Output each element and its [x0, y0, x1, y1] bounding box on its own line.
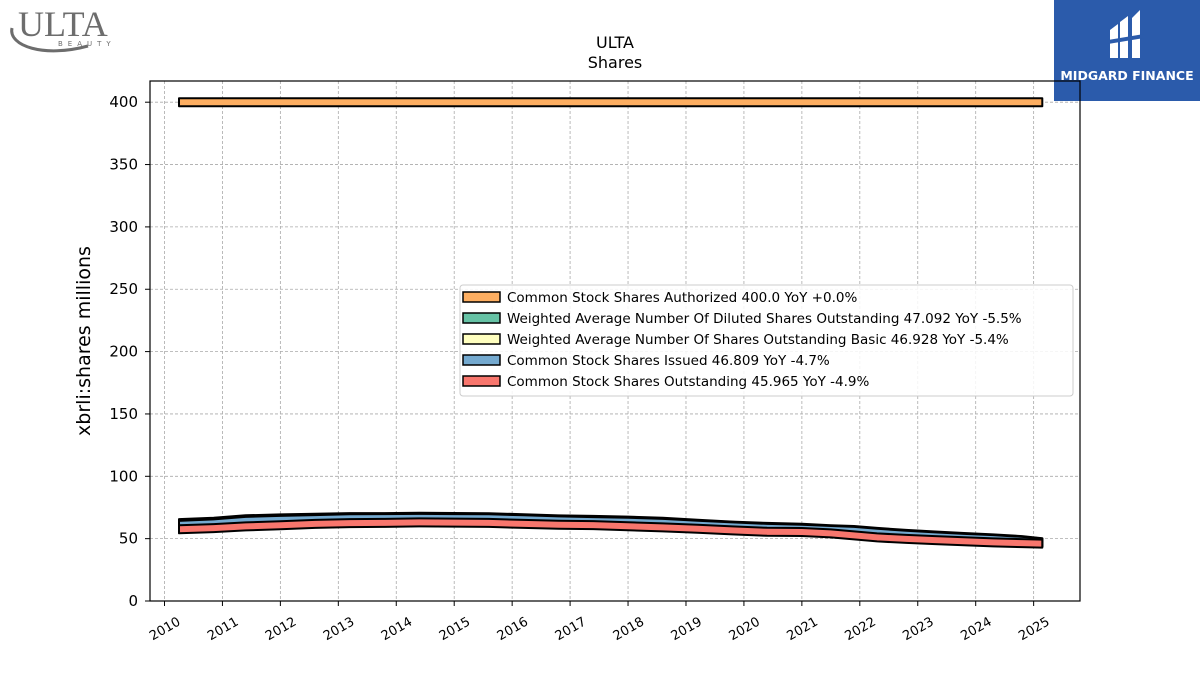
- x-tick-label: 2019: [669, 615, 705, 645]
- midgard-emblem-icon: [1108, 10, 1144, 58]
- plot-frame: [149, 80, 1081, 602]
- ulta-beauty-logo: ULTA BEAUTY: [4, 2, 134, 58]
- x-tick-label: 2023: [900, 615, 936, 645]
- x-tick-label: 2012: [263, 615, 299, 645]
- series-4: [178, 517, 1044, 549]
- y-tick-label: 50: [119, 530, 138, 548]
- y-tick-label: 150: [109, 405, 138, 423]
- y-tick-label: 300: [109, 218, 138, 236]
- y-tick-label: 0: [128, 592, 138, 610]
- svg-text:ULTA: ULTA: [18, 4, 108, 44]
- legend-swatch: [462, 333, 501, 345]
- x-tick-label: 2017: [553, 615, 589, 645]
- x-tick-label: 2014: [379, 615, 415, 645]
- x-tick-label: 2011: [205, 615, 241, 645]
- legend-swatch: [462, 375, 501, 387]
- x-tick-label: 2010: [147, 615, 183, 645]
- legend-swatch: [462, 291, 501, 303]
- x-tick-label: 2025: [1016, 615, 1052, 645]
- y-tick-label: 250: [109, 280, 138, 298]
- legend-swatch: [462, 354, 501, 366]
- x-tick-label: 2015: [437, 615, 473, 645]
- x-tick-label: 2020: [727, 615, 763, 645]
- legend-label: Common Stock Shares Authorized 400.0 YoY…: [507, 290, 857, 306]
- series-band: [178, 97, 1044, 108]
- legend-swatch: [462, 312, 501, 324]
- midgard-finance-wordmark: MIDGARD FINANCE: [1060, 68, 1194, 83]
- legend-label: Weighted Average Number Of Shares Outsta…: [507, 332, 1009, 348]
- series-band: [178, 517, 1044, 549]
- legend-label: Weighted Average Number Of Diluted Share…: [507, 311, 1022, 327]
- y-tick-label: 200: [109, 343, 138, 361]
- legend-box: [459, 284, 1074, 397]
- y-tick-label: 350: [109, 156, 138, 174]
- x-tick-label: 2021: [785, 615, 821, 645]
- x-tick-label: 2016: [495, 615, 531, 645]
- chart-title: ULTA: [596, 33, 634, 52]
- chart-subtitle: Shares: [587, 53, 643, 72]
- x-tick-label: 2018: [611, 615, 647, 645]
- legend-label: Common Stock Shares Outstanding 45.965 Y…: [507, 374, 870, 390]
- x-tick-label: 2013: [321, 615, 357, 645]
- legend-label: Common Stock Shares Issued 46.809 YoY -4…: [507, 353, 830, 369]
- midgard-finance-logo: MIDGARD FINANCE: [1054, 0, 1200, 101]
- x-tick-label: 2024: [958, 615, 994, 645]
- svg-text:BEAUTY: BEAUTY: [58, 40, 116, 48]
- y-tick-label: 400: [109, 93, 138, 111]
- y-tick-label: 100: [109, 467, 138, 485]
- series-0: [178, 97, 1044, 108]
- x-tick-label: 2022: [842, 615, 878, 645]
